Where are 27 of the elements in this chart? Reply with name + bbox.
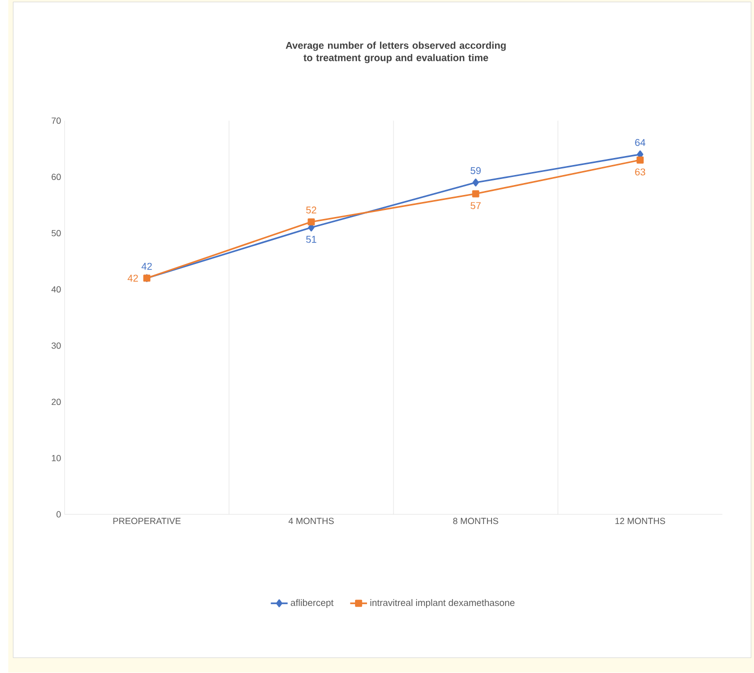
data-label: 42 — [142, 263, 152, 270]
chart-title: Average number of letters observed according to treatment group and evaluation time — [286, 42, 506, 64]
data-label: 52 — [306, 206, 316, 214]
data-label: 51 — [306, 236, 316, 244]
legend-label: intravitreal implant dexamethasone — [370, 599, 515, 608]
x-tick-label: 12 MONTHS — [615, 518, 666, 524]
point — [472, 190, 480, 198]
y-tick-label: 0 — [56, 511, 61, 518]
point — [636, 156, 644, 164]
data-label: 57 — [470, 202, 481, 210]
y-tick-label: 30 — [52, 342, 61, 349]
x-tick-label: 8 MONTHS — [453, 518, 498, 524]
y-tick-label: 20 — [52, 398, 61, 406]
y-tick-label: 60 — [52, 174, 61, 180]
y-tick-label: 70 — [52, 118, 61, 124]
point — [308, 218, 315, 226]
data-label: 63 — [635, 168, 646, 176]
data-label: 59 — [470, 167, 481, 174]
y-tick-label: 40 — [51, 286, 61, 293]
x-tick-label: 4 MONTHS — [288, 518, 334, 524]
x-tick-label: PREOPERATIVE — [113, 518, 181, 524]
y-tick-label: 10 — [52, 455, 61, 462]
point — [472, 178, 479, 187]
legend-label: aflibercept — [290, 599, 334, 608]
data-label: 64 — [635, 139, 646, 146]
y-tick-label: 50 — [52, 230, 61, 236]
data-label: 42 — [128, 274, 138, 282]
